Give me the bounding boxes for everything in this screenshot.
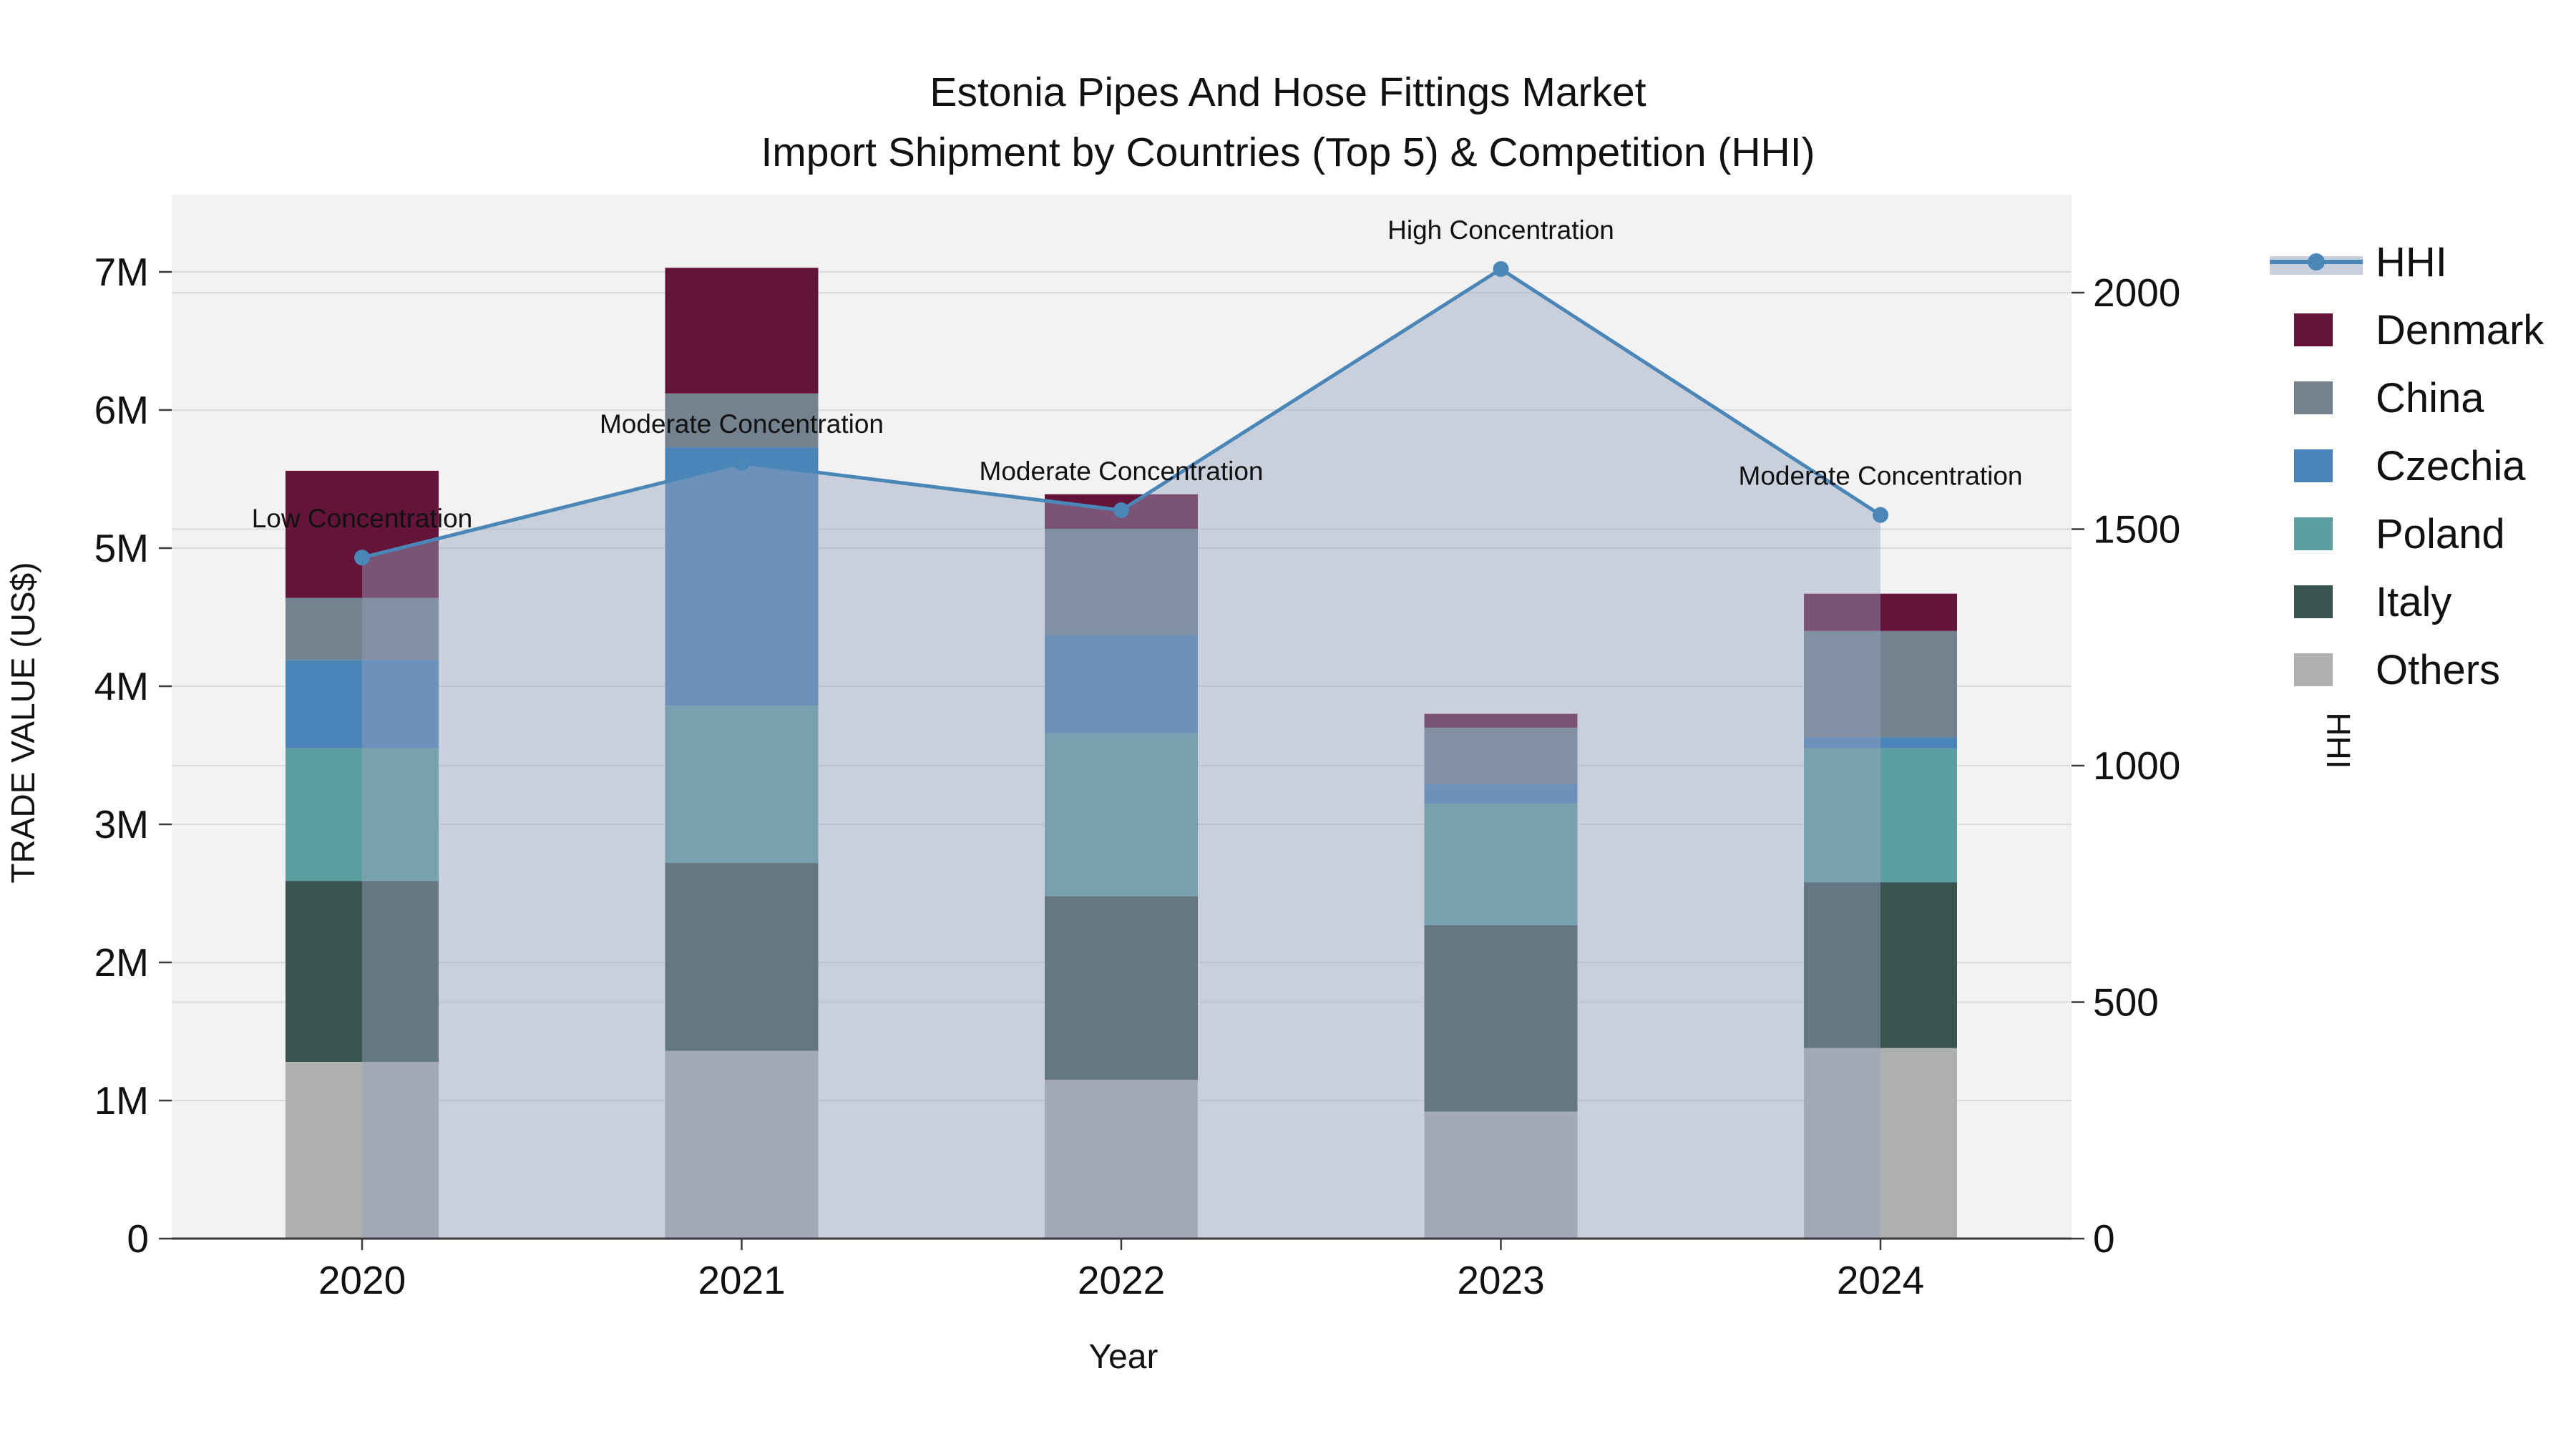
legend-item-czechia[interactable]: Czechia: [2294, 443, 2526, 489]
legend-swatch-italy: [2294, 585, 2333, 618]
legend-swatch-poland: [2294, 517, 2333, 550]
hhi-point-2020[interactable]: [354, 550, 370, 566]
x-tick-label-2021: 2021: [698, 1258, 785, 1302]
y-left-tick-label-4M: 4M: [94, 664, 149, 708]
bar-segment-czechia-2023[interactable]: [1424, 784, 1578, 804]
bar-segment-denmark-2023[interactable]: [1424, 713, 1578, 728]
bar-segment-denmark-2024[interactable]: [1804, 593, 1957, 631]
x-tick-label-2024: 2024: [1837, 1258, 1924, 1302]
bar-segment-czechia-2021[interactable]: [665, 447, 819, 706]
legend-label-italy: Italy: [2376, 579, 2451, 625]
x-tick-label-2020: 2020: [318, 1258, 406, 1302]
bar-segment-poland-2020[interactable]: [286, 748, 439, 882]
bar-segment-china-2020[interactable]: [286, 597, 439, 660]
bar-segment-denmark-2021[interactable]: [665, 268, 819, 394]
y-left-tick-label-1M: 1M: [94, 1078, 149, 1123]
y-left-tick-label-2M: 2M: [94, 940, 149, 985]
y-right-tick-label-1000: 1000: [2093, 743, 2180, 788]
bar-segment-czechia-2024[interactable]: [1804, 737, 1957, 748]
legend-swatch-others: [2294, 653, 2333, 686]
bar-segment-italy-2024[interactable]: [1804, 882, 1957, 1048]
legend-item-poland[interactable]: Poland: [2294, 511, 2505, 557]
bar-segment-china-2023[interactable]: [1424, 727, 1578, 785]
y-right-tick-label-500: 500: [2093, 980, 2159, 1025]
legend-label-others: Others: [2376, 647, 2500, 693]
y-left-tick-label-0: 0: [127, 1216, 149, 1261]
legend-item-italy[interactable]: Italy: [2294, 579, 2451, 625]
legend-label-hhi: HHI: [2376, 239, 2447, 286]
bar-segment-poland-2023[interactable]: [1424, 804, 1578, 925]
chart-title-line2: Import Shipment by Countries (Top 5) & C…: [761, 130, 1815, 175]
hhi-point-2023[interactable]: [1493, 260, 1509, 277]
x-tick-label-2022: 2022: [1078, 1258, 1165, 1302]
plot-area-layer: Low Concentration Moderate Concentration M…: [94, 195, 2180, 1302]
legend-item-denmark[interactable]: Denmark: [2294, 307, 2545, 353]
legend: HHI Denmark China Czechia Poland Italy Others: [2270, 239, 2545, 693]
x-axis-title: Year: [1089, 1338, 1158, 1376]
legend-swatch-china: [2294, 381, 2333, 414]
bar-segment-china-2022[interactable]: [1045, 528, 1198, 635]
legend-label-denmark: Denmark: [2376, 307, 2545, 353]
legend-item-hhi[interactable]: HHI: [2270, 239, 2447, 286]
y-right-tick-label-0: 0: [2093, 1216, 2115, 1261]
x-tick-label-2023: 2023: [1457, 1258, 1544, 1302]
legend-item-china[interactable]: China: [2294, 375, 2484, 421]
y-left-tick-label-7M: 7M: [94, 250, 149, 294]
legend-label-poland: Poland: [2376, 511, 2505, 557]
bar-segment-denmark-2020[interactable]: [286, 470, 439, 598]
bar-segment-czechia-2022[interactable]: [1045, 635, 1198, 733]
legend-label-china: China: [2376, 375, 2484, 421]
annotation-2024: Moderate Concentration: [1739, 462, 2023, 491]
bar-segment-others-2023[interactable]: [1424, 1111, 1578, 1239]
annotation-2020: Low Concentration: [252, 504, 473, 533]
y-left-axis-title: TRADE VALUE (US$): [4, 562, 42, 883]
bar-segment-italy-2023[interactable]: [1424, 924, 1578, 1112]
legend-item-others[interactable]: Others: [2294, 647, 2500, 693]
y-left-tick-label-3M: 3M: [94, 802, 149, 847]
bar-segment-china-2024[interactable]: [1804, 630, 1957, 738]
y-right-axis-title: HHI: [2320, 712, 2357, 769]
bar-segment-italy-2020[interactable]: [286, 881, 439, 1062]
bar-segment-poland-2024[interactable]: [1804, 748, 1957, 883]
bar-segment-italy-2021[interactable]: [665, 863, 819, 1051]
y-left-tick-label-5M: 5M: [94, 526, 149, 570]
legend-label-czechia: Czechia: [2376, 443, 2526, 489]
bar-segment-poland-2021[interactable]: [665, 706, 819, 864]
bar-segment-others-2022[interactable]: [1045, 1080, 1198, 1239]
annotation-2023: High Concentration: [1387, 215, 1614, 245]
y-right-tick-label-1500: 1500: [2093, 507, 2180, 552]
legend-swatch-czechia: [2294, 449, 2333, 482]
legend-swatch-denmark: [2294, 313, 2333, 346]
bar-segment-china-2021[interactable]: [665, 393, 819, 448]
legend-hhi-marker: [2308, 253, 2325, 270]
hhi-point-2024[interactable]: [1873, 507, 1888, 523]
bar-segment-others-2020[interactable]: [286, 1061, 439, 1239]
hhi-point-2021[interactable]: [733, 454, 750, 471]
y-right-tick-label-2000: 2000: [2093, 270, 2180, 315]
bar-segment-czechia-2020[interactable]: [286, 660, 439, 748]
hhi-point-2022[interactable]: [1113, 502, 1129, 519]
bar-segment-poland-2022[interactable]: [1045, 733, 1198, 897]
bar-segment-others-2021[interactable]: [665, 1050, 819, 1239]
annotation-2022: Moderate Concentration: [980, 457, 1264, 486]
annotation-2021: Moderate Concentration: [600, 409, 884, 439]
hhi-area-fill: [362, 268, 1880, 1239]
y-left-tick-label-6M: 6M: [94, 388, 149, 432]
chart-title-line1: Estonia Pipes And Hose Fittings Market: [930, 69, 1646, 115]
bar-segment-italy-2022[interactable]: [1045, 896, 1198, 1080]
bar-segment-others-2024[interactable]: [1804, 1048, 1957, 1239]
